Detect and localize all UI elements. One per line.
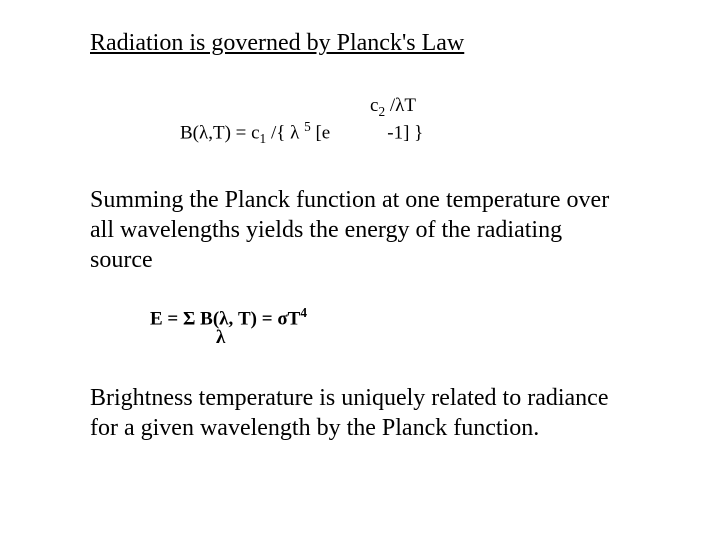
f-tail: -1] } (383, 122, 424, 143)
exp-tail: /λT (385, 95, 416, 116)
f-mid1: /{ λ (266, 122, 304, 143)
paragraph-brightness: Brightness temperature is uniquely relat… (90, 383, 630, 443)
page-title: Radiation is governed by Planck's Law (90, 30, 630, 57)
f-gap (330, 122, 382, 143)
planck-exponent: c2 /λT (370, 95, 416, 120)
f-mid2: [e (311, 122, 331, 143)
f-sup5: 5 (304, 119, 311, 134)
planck-formula: c2 /λT B(λ,T) = c1 /{ λ 5 [e -1] } (180, 95, 630, 151)
f-lhs: B(λ,T) = c (180, 122, 260, 143)
e-sup4: 4 (300, 305, 307, 320)
paragraph-summing: Summing the Planck function at one tempe… (90, 185, 630, 275)
energy-lambda-subscript: λ (216, 327, 225, 349)
energy-formula: E = Σ B(λ, T) = σT4 λ (150, 305, 630, 353)
planck-main: B(λ,T) = c1 /{ λ 5 [e -1] } (180, 119, 423, 147)
energy-main: E = Σ B(λ, T) = σT4 (150, 305, 307, 330)
